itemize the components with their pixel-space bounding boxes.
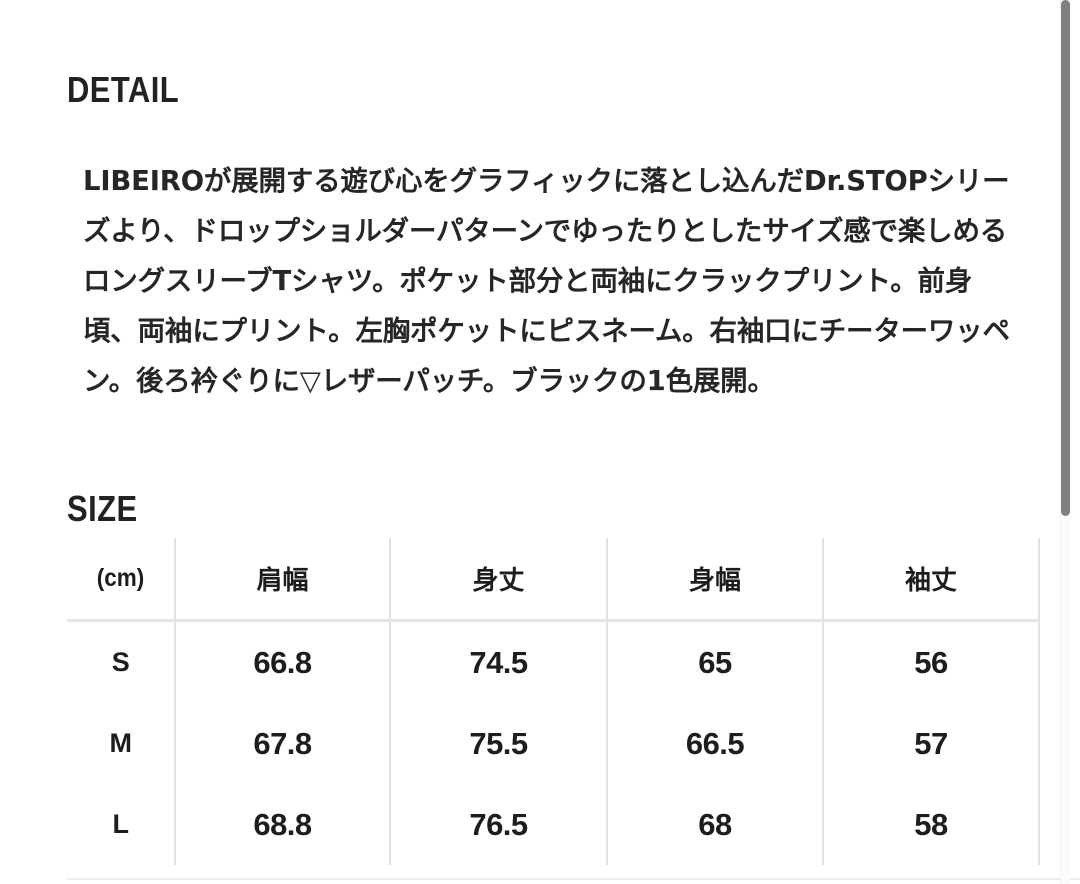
cell-length: 74.5: [390, 620, 608, 703]
size-section-heading: SIZE: [67, 487, 138, 529]
column-header-length: 身丈: [390, 538, 608, 622]
column-header-chest: 身幅: [607, 538, 824, 622]
cell-length: 76.5: [390, 784, 608, 865]
cell-length: 75.5: [390, 703, 608, 784]
size-table-body: S 66.8 74.5 65 56 M 67.8 75.5 66.5 57: [67, 620, 1040, 865]
column-header-sleeve: 袖丈: [823, 538, 1040, 622]
cell-sleeve: 58: [823, 784, 1040, 865]
cell-size: L: [67, 784, 176, 865]
cell-sleeve: 56: [823, 620, 1040, 703]
table-row: S 66.8 74.5 65 56: [67, 620, 1040, 703]
table-row: L 68.8 76.5 68 58: [67, 784, 1040, 865]
cell-shoulder: 68.8: [175, 784, 391, 865]
table-row: M 67.8 75.5 66.5 57: [67, 703, 1040, 784]
table-header-row: (cm) 肩幅 身丈 身幅 袖丈: [67, 538, 1040, 622]
scrollbar-thumb[interactable]: [1061, 0, 1070, 516]
size-table-container: (cm) 肩幅 身丈 身幅 袖丈 S 66.8 74.5 65 56: [67, 538, 1040, 865]
cell-chest: 66.5: [607, 703, 824, 784]
size-table-header: (cm) 肩幅 身丈 身幅 袖丈: [67, 538, 1040, 622]
cell-sleeve: 57: [823, 703, 1040, 784]
cell-size: S: [67, 620, 176, 703]
column-header-unit: (cm): [72, 538, 171, 622]
cell-chest: 68: [607, 784, 824, 865]
column-header-shoulder: 肩幅: [175, 538, 391, 622]
table-bottom-divider: [67, 878, 1080, 880]
cell-size: M: [67, 703, 176, 784]
cell-shoulder: 66.8: [175, 620, 391, 703]
cell-shoulder: 67.8: [175, 703, 391, 784]
detail-section-heading: DETAIL: [67, 68, 180, 110]
cell-chest: 65: [607, 620, 824, 703]
size-table: (cm) 肩幅 身丈 身幅 袖丈 S 66.8 74.5 65 56: [67, 538, 1040, 865]
detail-description-text: LIBEIROが展開する遊び心をグラフィックに落とし込んだDr.STOPシリーズ…: [83, 164, 1010, 397]
